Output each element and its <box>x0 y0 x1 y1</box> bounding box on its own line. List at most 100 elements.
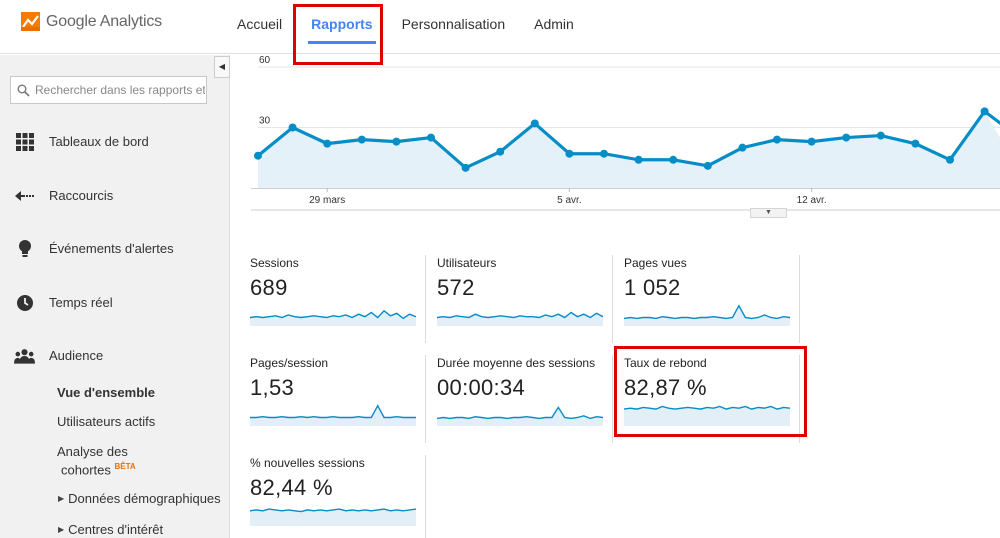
nav-reports[interactable]: Rapports <box>304 0 379 54</box>
sidebar-sub-demographics[interactable]: ▶ Données démographiques <box>58 491 221 506</box>
chart-point <box>530 119 539 128</box>
metric-pages-per-session[interactable]: Pages/session 1,53 <box>250 355 426 443</box>
metric-sparkline <box>250 404 416 426</box>
chart-point <box>946 155 954 164</box>
x-tick-label: 5 avr. <box>557 195 581 206</box>
sparkline-line <box>437 311 603 319</box>
analytics-logo-icon <box>21 12 40 31</box>
sidebar-collapse-button[interactable]: ◀ <box>214 56 230 78</box>
chart-point <box>392 137 401 146</box>
chart-point <box>703 161 712 170</box>
sidebar-sub-interests[interactable]: ▶ Centres d'intérêt <box>58 522 163 537</box>
metric-new-sessions[interactable]: % nouvelles sessions 82,44 % <box>250 455 426 538</box>
sparkline-line <box>250 404 416 419</box>
chart-point <box>565 149 574 158</box>
metric-value: 82,44 % <box>250 475 333 500</box>
chart-point <box>288 123 297 132</box>
metric-avg-session-duration[interactable]: Durée moyenne des sessions 00:00:34 <box>437 355 613 443</box>
sidebar-item-audience[interactable]: Audience <box>14 345 103 366</box>
metric-sparkline <box>624 405 790 426</box>
metric-label: Pages/session <box>250 356 329 370</box>
sparkline-line <box>624 304 790 320</box>
nav-admin[interactable]: Admin <box>534 16 574 32</box>
chart-point <box>461 163 470 172</box>
chart-point <box>842 133 851 142</box>
sparkline-line <box>437 406 603 420</box>
sparkline-area <box>624 406 790 426</box>
metric-label: Sessions <box>250 256 299 270</box>
expand-arrow-icon: ▶ <box>58 494 65 503</box>
nav-customization[interactable]: Personnalisation <box>401 16 506 32</box>
sidebar-item-dashboards[interactable]: Tableaux de bord <box>14 131 149 152</box>
metric-label: Taux de rebond <box>624 356 707 370</box>
sidebar-item-alerts[interactable]: Événements d'alertes <box>14 238 174 259</box>
sidebar: Tableaux de bord Raccourcis Événements d… <box>0 55 230 538</box>
metric-sparkline <box>250 508 416 526</box>
search-input[interactable] <box>35 83 205 97</box>
chart-point <box>600 149 608 158</box>
y-tick-label: 30 <box>259 116 271 127</box>
chart-point <box>427 133 435 142</box>
cohort-label-line1: Analyse des <box>57 444 128 459</box>
clock-icon <box>14 292 35 313</box>
sparkline-line <box>250 508 416 513</box>
top-bar: Google Analytics Accueil Rapports Person… <box>0 0 1000 54</box>
chart-area <box>258 111 1000 188</box>
sparkline-area <box>624 305 790 326</box>
metric-pageviews[interactable]: Pages vues 1 052 <box>624 255 800 343</box>
chart-point <box>807 137 816 146</box>
people-icon <box>14 345 35 366</box>
metric-label: Utilisateurs <box>437 256 497 270</box>
search-icon <box>17 84 30 97</box>
metric-sessions[interactable]: Sessions 689 <box>250 255 426 343</box>
metric-users[interactable]: Utilisateurs 572 <box>437 255 613 343</box>
sparkline-area <box>437 312 603 326</box>
metric-value: 1,53 <box>250 375 295 400</box>
grid-icon <box>14 131 35 152</box>
brand-name: Google Analytics <box>46 12 162 30</box>
metric-label: % nouvelles sessions <box>250 456 365 470</box>
sidebar-item-label: Audience <box>49 348 104 363</box>
sparkline-area <box>250 310 416 326</box>
sparkline-line <box>624 405 790 410</box>
sidebar-sub-label: Données démographiques <box>68 491 221 506</box>
sidebar-sub-overview[interactable]: Vue d'ensemble <box>57 385 155 400</box>
sidebar-sub-cohort-analysis[interactable]: Analyse des cohortes BÊTA <box>57 444 136 477</box>
y-tick-label: 60 <box>259 55 271 66</box>
beta-badge: BÊTA <box>114 462 136 471</box>
report-search[interactable] <box>10 76 207 104</box>
sidebar-item-label: Raccourcis <box>49 188 114 203</box>
sidebar-item-realtime[interactable]: Temps réel <box>14 292 113 313</box>
metric-value: 689 <box>250 275 288 300</box>
chart-point <box>669 155 678 164</box>
metric-sparkline <box>437 406 603 426</box>
sidebar-sub-label: Centres d'intérêt <box>68 522 164 537</box>
metric-value: 572 <box>437 275 475 300</box>
metric-sparkline <box>250 309 416 326</box>
lightbulb-icon <box>14 238 35 259</box>
chart-point <box>496 147 505 156</box>
cohort-label-line2: cohortes <box>61 462 111 478</box>
chart-point <box>323 139 332 148</box>
chart-toggle-button[interactable]: ▼ <box>750 208 787 218</box>
sparkline-line <box>250 309 416 320</box>
main-content: 60 30 29 mars 5 avr. 12 avr. ▼ Sessions 689 … <box>231 55 1000 538</box>
app-logo[interactable]: Google Analytics <box>21 12 162 31</box>
metric-bounce-rate[interactable]: Taux de rebond 82,87 % <box>624 355 800 443</box>
nav-home[interactable]: Accueil <box>237 16 283 32</box>
x-tick-label: 29 mars <box>309 195 345 206</box>
metric-value: 00:00:34 <box>437 375 526 400</box>
chart-point <box>773 135 781 144</box>
sidebar-item-label: Tableaux de bord <box>49 134 149 149</box>
sparkline-area <box>250 405 416 426</box>
sparkline-area <box>250 509 416 526</box>
metric-sparkline <box>437 311 603 326</box>
main-nav: Accueil Rapports Personnalisation Admin <box>230 0 596 54</box>
sessions-line-chart: 60 30 29 mars 5 avr. 12 avr. <box>251 55 1000 211</box>
chart-point <box>876 131 885 140</box>
sidebar-item-shortcuts[interactable]: Raccourcis <box>14 185 113 206</box>
sidebar-sub-active-users[interactable]: Utilisateurs actifs <box>57 414 156 429</box>
metric-label: Durée moyenne des sessions <box>437 356 596 370</box>
sidebar-item-label: Événements d'alertes <box>49 241 174 256</box>
chart-point <box>738 143 747 152</box>
